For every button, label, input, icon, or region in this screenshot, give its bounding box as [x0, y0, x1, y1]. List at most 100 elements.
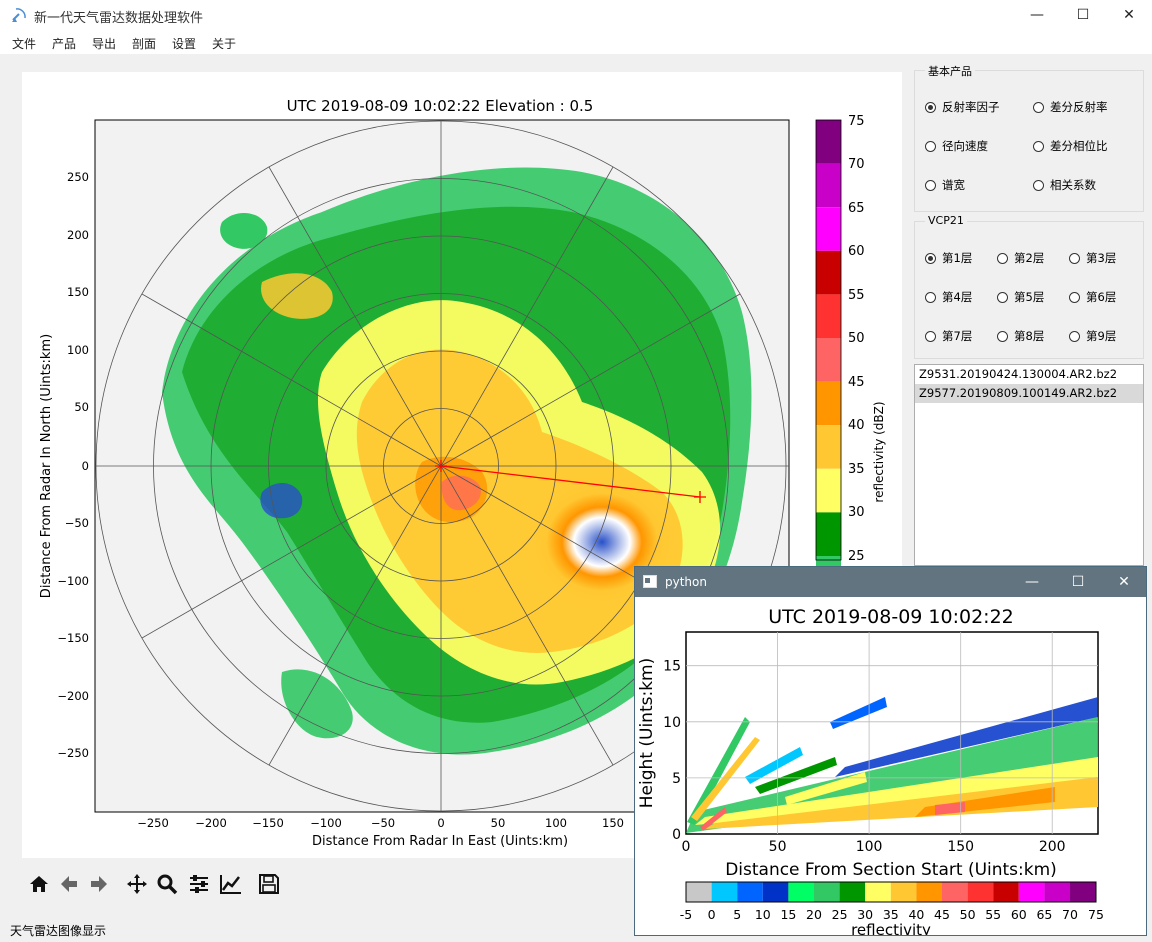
radio-indicator — [1033, 179, 1044, 191]
menu-about[interactable]: 关于 — [212, 37, 237, 51]
radio-layer-5[interactable]: 第5层 — [997, 289, 1044, 305]
close-button[interactable]: ✕ — [1123, 7, 1135, 23]
radar-echo-field — [162, 167, 752, 755]
radio-indicator — [925, 101, 936, 113]
section-echo-field — [686, 697, 1098, 833]
radio-label: 第1层 — [942, 251, 973, 265]
radio-layer-8[interactable]: 第8层 — [997, 328, 1044, 344]
radio-indicator — [997, 252, 1008, 264]
forward-button[interactable] — [86, 870, 112, 898]
save-figure-button[interactable] — [256, 870, 282, 898]
section-colorbar-tick-label: 50 — [960, 907, 976, 922]
y-tick-label: 250 — [67, 170, 89, 184]
radio-layer-7[interactable]: 第7层 — [925, 328, 972, 344]
figure-icon — [643, 575, 657, 588]
menu-export[interactable]: 导出 — [92, 37, 117, 51]
menu-file[interactable]: 文件 — [12, 37, 37, 51]
radio-spectrum-width[interactable]: 谱宽 — [925, 177, 965, 193]
section-colorbar-swatch — [865, 882, 891, 902]
radio-layer-4[interactable]: 第4层 — [925, 289, 972, 305]
radio-layer-9[interactable]: 第9层 — [1069, 328, 1116, 344]
x-tick-label: 150 — [602, 816, 624, 830]
section-colorbar-swatch — [762, 882, 789, 902]
menu-product[interactable]: 产品 — [52, 37, 77, 51]
section-x-axis-label: Distance From Section Start (Uints:km) — [725, 860, 1057, 880]
section-colorbar-swatch — [916, 882, 942, 902]
zoom-button[interactable] — [154, 870, 180, 898]
cross-section-line[interactable] — [440, 465, 701, 498]
radio-layer-2[interactable]: 第2层 — [997, 250, 1044, 266]
radio-correlation-coefficient[interactable]: 相关系数 — [1033, 177, 1096, 193]
section-x-tick-label: 0 — [682, 839, 691, 855]
section-y-axis-label: Height (Uints:km) — [637, 658, 657, 808]
section-x-tick-labels: 0 50 100 150 200 — [682, 839, 1066, 855]
section-colorbar-tick-label: 55 — [985, 907, 1001, 922]
y-tick-label: 100 — [67, 343, 89, 357]
colorbar-swatch — [816, 425, 841, 469]
y-tick-label: −50 — [65, 516, 89, 530]
save-icon — [259, 874, 279, 894]
maximize-button[interactable]: ☐ — [1076, 7, 1090, 23]
popup-minimize-button[interactable]: — — [1025, 574, 1039, 590]
section-end-marker — [694, 491, 706, 503]
colorbar-tick-label: 60 — [848, 244, 865, 259]
status-bar: 天气雷达图像显示 — [10, 924, 107, 938]
file-item-selected[interactable]: Z9577.20190809.100149.AR2.bz2 — [915, 384, 1143, 403]
section-y-tick-label: 10 — [663, 715, 681, 731]
radio-layer-3[interactable]: 第3层 — [1069, 250, 1116, 266]
vcp-layers-group: VCP21 第1层 第2层 第3层 第4层 第5层 第6层 第7层 第8层 第9… — [914, 214, 1144, 359]
colorbar-swatch — [816, 381, 841, 426]
section-colorbar-label: reflectivity — [851, 921, 931, 935]
back-button[interactable] — [56, 870, 82, 898]
x-tick-label: 100 — [545, 816, 567, 830]
radio-indicator — [1069, 291, 1080, 303]
y-tick-label: 200 — [67, 228, 89, 242]
colorbar-tick-label: 40 — [848, 418, 865, 433]
colorbar-tick-label: 75 — [848, 114, 865, 129]
configure-subplots-button[interactable] — [186, 870, 212, 898]
section-y-tick-label: 5 — [672, 771, 681, 787]
radio-label: 第8层 — [1014, 329, 1045, 343]
radar-plot-canvas[interactable]: UTC 2019-08-09 10:02:22 Elevation : 0.5 — [22, 72, 902, 858]
colorbar-swatch — [816, 120, 841, 164]
colorbar-swatch — [816, 468, 841, 513]
section-colorbar-tick-label: 35 — [883, 907, 899, 922]
radio-label: 相关系数 — [1050, 178, 1096, 192]
file-item[interactable]: Z9531.20190424.130004.AR2.bz2 — [919, 367, 1118, 381]
y-tick-label: −150 — [57, 631, 89, 645]
section-x-tick-label: 200 — [1039, 839, 1066, 855]
radio-differential-phase[interactable]: 差分相位比 — [1033, 138, 1108, 154]
back-icon — [61, 876, 77, 892]
radio-label: 第4层 — [942, 290, 973, 304]
colorbar-tick-label: 35 — [848, 462, 865, 477]
radar-file-list[interactable]: Z9531.20190424.130004.AR2.bz2 Z9577.2019… — [914, 364, 1144, 566]
radio-reflectivity[interactable]: 反射率因子 — [925, 99, 1000, 115]
home-button[interactable] — [26, 870, 52, 898]
minimize-button[interactable]: — — [1030, 7, 1044, 23]
side-panel: 基本产品 反射率因子 差分反射率 径向速度 差分相位比 谱宽 相关系数 VCP2… — [908, 60, 1152, 570]
colorbar-tick-label: 25 — [848, 549, 865, 564]
section-colorbar-tick-label: 70 — [1062, 907, 1078, 922]
radio-label: 反射率因子 — [942, 100, 1000, 114]
pan-button[interactable] — [124, 870, 150, 898]
section-colorbar-swatch — [1070, 882, 1096, 902]
radio-indicator — [925, 252, 936, 264]
popup-maximize-button[interactable]: ☐ — [1071, 574, 1085, 590]
y-tick-labels: 250 200 150 100 50 0 −50 −100 −150 −200 … — [57, 170, 89, 760]
radio-differential-reflectivity[interactable]: 差分反射率 — [1033, 99, 1108, 115]
radio-layer-6[interactable]: 第6层 — [1069, 289, 1116, 305]
radio-radial-velocity[interactable]: 径向速度 — [925, 138, 988, 154]
cross-section-chart: UTC 2019-08-09 10:02:22 — [637, 606, 1104, 935]
menu-section[interactable]: 剖面 — [132, 37, 157, 51]
menu-settings[interactable]: 设置 — [172, 37, 197, 51]
popup-close-button[interactable]: ✕ — [1118, 574, 1130, 590]
y-tick-label: 50 — [74, 400, 89, 414]
colorbar-swatch — [816, 207, 841, 251]
radio-layer-1[interactable]: 第1层 — [925, 250, 972, 266]
edit-curve-button[interactable] — [218, 870, 244, 898]
section-colorbar-tick-label: 5 — [733, 907, 741, 922]
section-colorbar-tick-label: 20 — [806, 907, 822, 922]
popup-title: python — [665, 575, 707, 589]
basic-products-group: 基本产品 反射率因子 差分反射率 径向速度 差分相位比 谱宽 相关系数 — [914, 63, 1144, 212]
colorbar-tick-label: 50 — [848, 331, 865, 346]
